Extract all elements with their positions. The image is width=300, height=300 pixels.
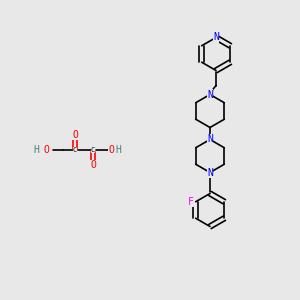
Text: O: O <box>72 130 78 140</box>
Text: N: N <box>207 134 213 145</box>
Text: O: O <box>108 145 114 155</box>
Text: O: O <box>90 160 96 170</box>
Text: H: H <box>116 145 122 155</box>
Text: C: C <box>91 147 95 153</box>
Text: N: N <box>207 167 213 178</box>
Text: F: F <box>188 197 194 207</box>
Text: N: N <box>213 32 219 43</box>
Text: O: O <box>44 145 50 155</box>
Text: H: H <box>33 145 39 155</box>
Text: N: N <box>207 89 213 100</box>
Text: C: C <box>73 147 77 153</box>
